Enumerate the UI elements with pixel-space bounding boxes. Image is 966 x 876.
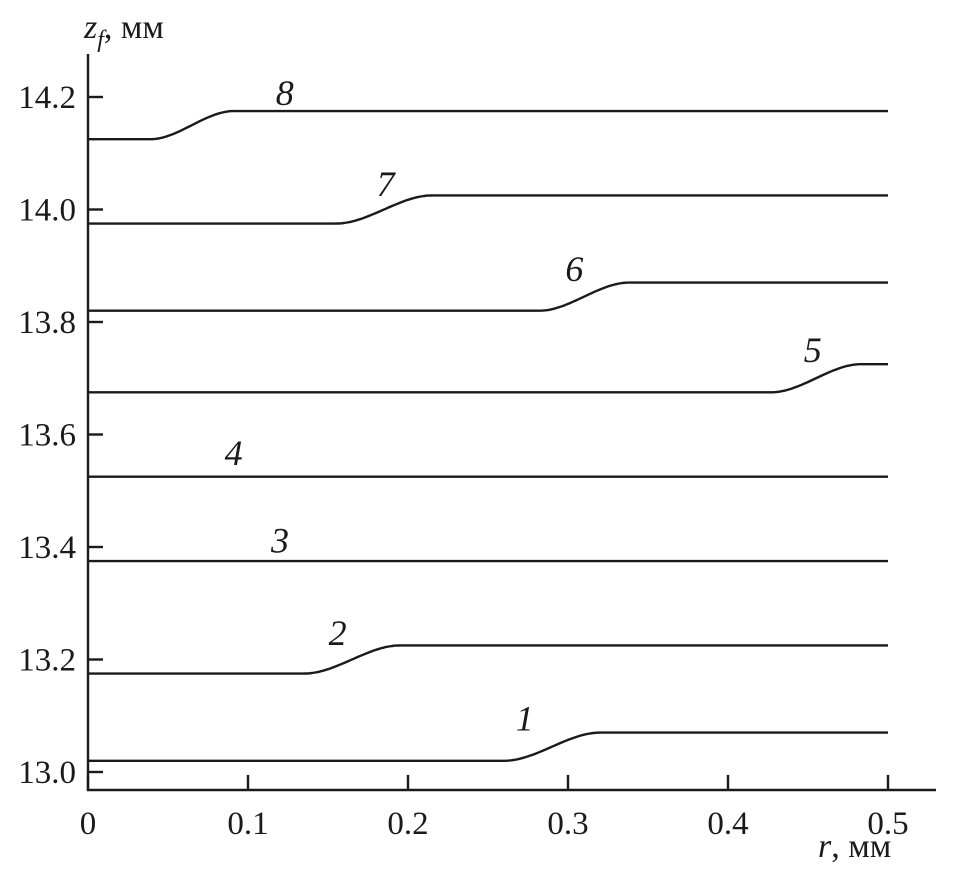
- curve-label-2: 2: [329, 613, 347, 653]
- curve-8: [88, 109, 888, 141]
- x-axis-tick-label: 0.3: [547, 806, 588, 842]
- y-axis-tick-label: 14.0: [18, 193, 76, 229]
- y-axis-tick-label: 13.4: [18, 530, 76, 566]
- curve-label-3: 3: [270, 520, 289, 560]
- curve-label-6: 6: [565, 249, 583, 289]
- curve-label-8: 8: [276, 73, 294, 113]
- curve-6: [88, 281, 888, 312]
- y-axis-tick-label: 13.8: [18, 305, 76, 341]
- curve-label-4: 4: [225, 433, 243, 473]
- curve-1: [88, 731, 888, 762]
- curve-label-5: 5: [804, 330, 822, 370]
- curve-7: [88, 194, 888, 225]
- x-axis-tick-label: 0: [80, 806, 97, 842]
- curve-label-1: 1: [516, 699, 534, 739]
- curve-2: [88, 644, 888, 675]
- x-axis-tick-label: 0.4: [707, 806, 748, 842]
- y-axis-tick-label: 13.2: [18, 643, 76, 679]
- axis-lines: [86, 54, 936, 792]
- y-axis-tick-label: 14.2: [18, 80, 76, 116]
- y-axis-tick-label: 13.0: [18, 755, 76, 791]
- curve-label-7: 7: [377, 164, 397, 204]
- y-axis-tick-label: 13.6: [18, 418, 76, 454]
- y-axis-label: zf, мм: [83, 9, 164, 53]
- x-axis-tick-label: 0.2: [387, 806, 428, 842]
- curve-5: [88, 363, 888, 394]
- x-axis-tick-label: 0.5: [867, 806, 908, 842]
- x-axis-label: r, мм: [818, 828, 891, 865]
- x-axis-tick-label: 0.1: [227, 806, 268, 842]
